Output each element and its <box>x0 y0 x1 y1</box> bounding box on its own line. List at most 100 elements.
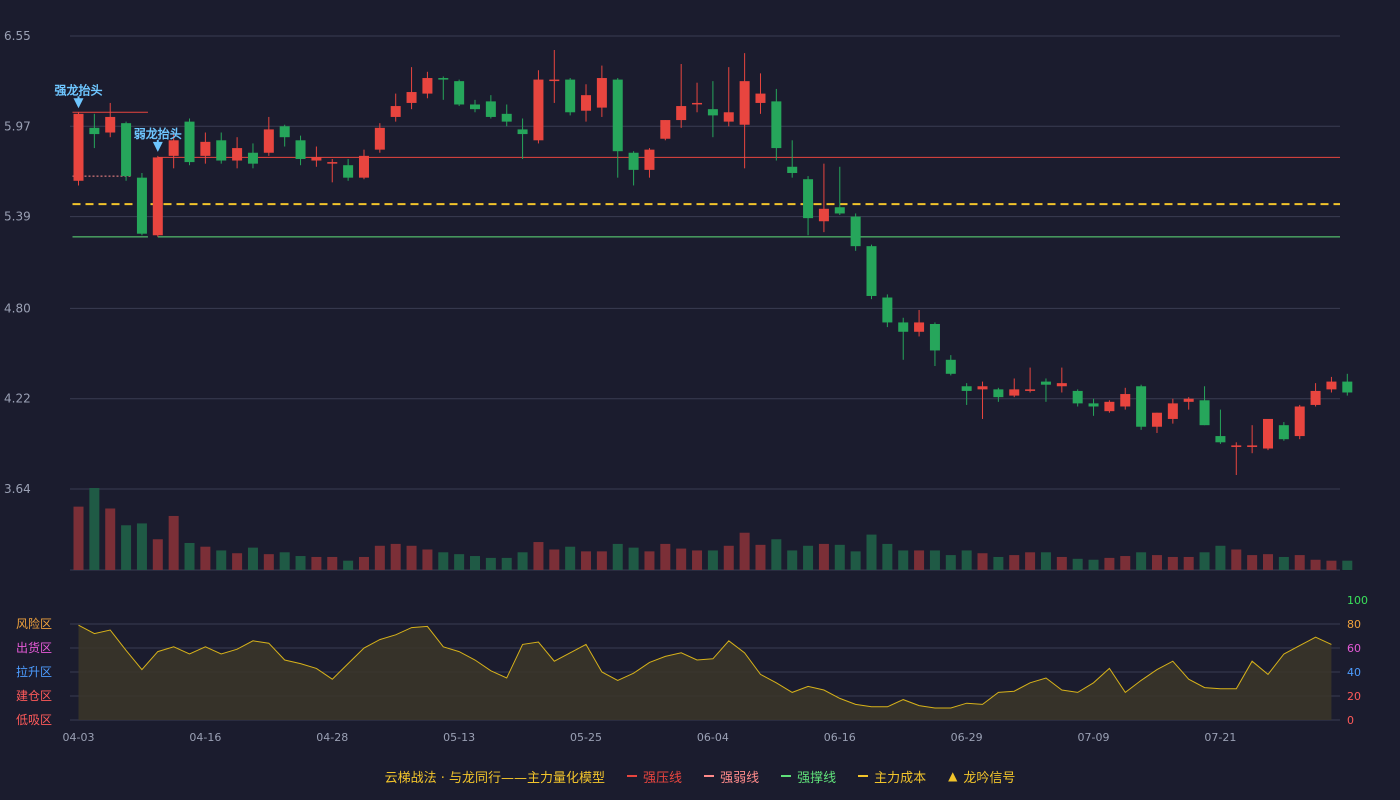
volume-bar <box>1247 555 1258 570</box>
candle <box>1310 383 1321 407</box>
candle-body <box>612 79 623 152</box>
volume-bar <box>1231 549 1242 570</box>
candle-body <box>200 141 211 156</box>
candle-body <box>771 101 782 149</box>
candle <box>184 118 195 166</box>
date-axis: 04-03 04-16 04-28 05-13 05-25 06-04 06-16 06-29… <box>63 731 1237 744</box>
zone-label: 建仓区 <box>16 689 52 703</box>
candle <box>533 70 544 144</box>
volume-bar <box>1278 556 1289 570</box>
support-swatch <box>781 775 792 777</box>
candle <box>549 50 560 103</box>
indicator-area <box>78 625 1332 720</box>
volume-bar <box>676 548 687 570</box>
candle <box>1247 425 1258 454</box>
candle-body <box>1120 394 1131 407</box>
candle <box>596 65 607 117</box>
volume-bar <box>1056 556 1067 570</box>
volume-bar <box>1199 552 1210 570</box>
candle <box>390 93 401 122</box>
volume-bar <box>723 545 734 570</box>
date-tick-label: 06-29 <box>951 731 983 744</box>
volume-bar <box>247 547 258 570</box>
volume-bar <box>422 549 433 570</box>
zone-label: 低吸区 <box>16 713 52 727</box>
candle <box>1215 409 1226 444</box>
price-tick-label: 4.80 <box>4 301 31 315</box>
candle-body <box>390 106 401 117</box>
legend-model-label: 云梯战法 · 与龙同行——主力量化模型 <box>384 770 606 786</box>
candle-body <box>1326 381 1337 390</box>
volume-bar <box>1215 545 1226 570</box>
candle <box>1199 386 1210 426</box>
candle <box>247 143 258 169</box>
indicator-tick-label: 60 <box>1347 642 1361 655</box>
candle-body <box>1009 389 1020 396</box>
candle-body <box>501 113 512 122</box>
price-tick-label: 5.39 <box>4 210 31 224</box>
candle <box>1151 412 1162 433</box>
candle <box>1072 389 1083 407</box>
candle-body <box>914 322 925 332</box>
volume-bar <box>628 547 639 570</box>
candle-body <box>184 121 195 163</box>
volume-bar <box>581 551 592 570</box>
candle <box>327 158 338 183</box>
indicator-tick-label: 40 <box>1347 666 1361 679</box>
candle <box>660 120 671 141</box>
candle-body <box>533 79 544 141</box>
volume-bar <box>755 544 766 570</box>
candle-body <box>454 81 465 105</box>
volume-bar <box>914 550 925 570</box>
candle-body <box>834 207 845 214</box>
date-tick-label: 07-09 <box>1078 731 1110 744</box>
candle <box>961 383 972 405</box>
date-tick-label: 05-25 <box>570 731 602 744</box>
candle-body <box>1247 445 1258 447</box>
candle <box>565 78 576 116</box>
strong-pressure-swatch <box>627 775 638 777</box>
legend-support[interactable]: 强撑线 <box>781 767 836 786</box>
legend-strong-pressure[interactable]: 强压线 <box>627 767 682 786</box>
candle <box>1025 367 1036 393</box>
candle <box>866 244 877 300</box>
main-cost-swatch <box>858 775 869 777</box>
candle-body <box>152 157 163 236</box>
volume-bar <box>454 554 465 570</box>
legend-signal[interactable]: ▲ 龙吟信号 <box>948 767 1015 786</box>
volume-bar <box>311 556 322 570</box>
candle-body <box>882 297 893 323</box>
volume-bar <box>73 506 84 570</box>
candle <box>422 71 433 99</box>
candle-body <box>343 165 354 178</box>
legend-main-cost[interactable]: 主力成本 <box>858 767 926 786</box>
candle <box>1183 397 1194 410</box>
candle <box>1040 378 1051 402</box>
volume-bar <box>517 552 528 570</box>
candle <box>501 104 512 127</box>
candle <box>834 166 845 216</box>
candle-body <box>929 323 940 351</box>
volume-bar <box>216 550 227 570</box>
candle <box>755 73 766 114</box>
candle-body <box>216 140 227 161</box>
volume-bar <box>470 556 480 570</box>
candle-body <box>723 112 734 122</box>
candle <box>929 322 940 367</box>
candle-body <box>898 322 909 332</box>
volume-bar <box>263 554 274 570</box>
volume-bar <box>152 539 163 570</box>
legend-weak-pressure[interactable]: 强弱线 <box>704 767 759 786</box>
volume-bars <box>73 488 1353 570</box>
volume-bar <box>1072 558 1083 570</box>
legend-weak-pressure-label: 强弱线 <box>720 770 760 786</box>
grid-lines <box>70 35 1340 571</box>
price-tick-label: 4.22 <box>4 392 31 406</box>
chart-legend: 云梯战法 · 与龙同行——主力量化模型 强压线 强弱线 强撑线 主力成本 ▲ 龙… <box>0 764 1400 788</box>
volume-bar <box>136 523 147 570</box>
candle-body <box>692 102 703 105</box>
volume-bar <box>501 557 512 570</box>
candle <box>470 99 480 113</box>
